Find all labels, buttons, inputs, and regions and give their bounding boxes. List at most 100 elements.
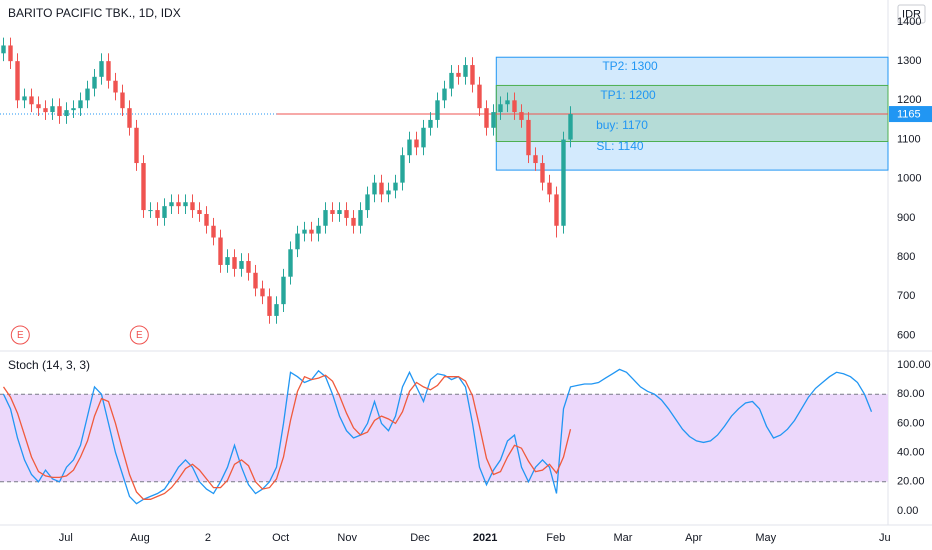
x-tick-label: Apr	[685, 532, 702, 544]
candle-body	[358, 210, 363, 226]
y-tick-label: 900	[897, 212, 915, 224]
candle-body	[141, 163, 146, 211]
candle-body	[435, 100, 440, 120]
candle-body	[64, 110, 69, 117]
candle-body	[92, 76, 97, 89]
candle-body	[106, 61, 111, 81]
position-label: buy: 1170	[596, 118, 648, 132]
candle-body	[568, 114, 573, 140]
candle-body	[386, 190, 391, 195]
y-tick-label: 20.00	[897, 476, 925, 488]
candle-body	[330, 210, 335, 214]
candle-body	[99, 61, 104, 77]
candle-body	[379, 182, 384, 195]
candle-body	[477, 84, 482, 109]
candle-body	[281, 276, 286, 305]
candle-body	[15, 61, 20, 101]
candle-body	[491, 112, 496, 128]
candle-body	[554, 194, 559, 226]
candle-body	[512, 100, 517, 113]
x-tick-label: May	[755, 532, 776, 544]
x-tick-label: Oct	[272, 532, 289, 544]
candle-body	[148, 210, 153, 212]
candle-body	[169, 202, 174, 207]
entry-zone	[495, 84, 889, 142]
candle-body	[414, 139, 419, 148]
candle-body	[533, 155, 538, 164]
candle-body	[400, 155, 405, 183]
candle-body	[183, 202, 188, 207]
candle-body	[288, 249, 293, 277]
candle-body	[232, 257, 237, 269]
candle-body	[134, 127, 139, 164]
currency-button[interactable]	[897, 4, 926, 24]
candle-body	[561, 139, 566, 226]
candle-body	[274, 304, 279, 316]
candle-body	[372, 182, 377, 195]
y-tick-label: 700	[897, 290, 915, 302]
x-tick-label: Jul	[59, 532, 73, 544]
candle-body	[120, 92, 125, 109]
candle-body	[309, 229, 314, 234]
candle-body	[519, 112, 524, 120]
earnings-label: E	[136, 330, 143, 341]
candle-body	[302, 229, 307, 234]
y-tick-label: 1300	[897, 55, 921, 67]
candle-body	[407, 139, 412, 156]
candle-body	[260, 288, 265, 297]
candle-body	[57, 106, 62, 117]
position-label: TP1: 1200	[600, 88, 656, 102]
y-tick-label: 100.00	[897, 359, 931, 371]
candle-body	[484, 108, 489, 128]
y-tick-label: 40.00	[897, 446, 925, 458]
candle-body	[505, 100, 510, 105]
y-tick-label: 1400	[897, 16, 921, 28]
candle-body	[267, 296, 272, 316]
y-tick-label: 80.00	[897, 388, 925, 400]
candle-body	[43, 108, 48, 113]
currency-label[interactable]: IDR	[902, 8, 921, 20]
candle-body	[323, 210, 328, 226]
candle-body	[295, 233, 300, 250]
x-tick-label: Mar	[614, 532, 633, 544]
candle-body	[253, 272, 258, 289]
candle-body	[421, 127, 426, 148]
x-tick-label: Dec	[410, 532, 430, 544]
y-tick-label: 1200	[897, 94, 921, 106]
candle-body	[197, 210, 202, 214]
y-tick-label: 600	[897, 329, 915, 341]
candle-body	[162, 206, 167, 218]
earnings-marker	[129, 325, 149, 345]
candle-body	[498, 104, 503, 113]
candle-body	[442, 88, 447, 101]
candle-body	[190, 202, 195, 211]
candle-body	[85, 88, 90, 101]
position-label: TP2: 1300	[602, 59, 658, 73]
candle-body	[78, 100, 83, 109]
indicator-title: Stoch (14, 3, 3)	[8, 358, 90, 372]
candle-body	[29, 96, 34, 105]
candle-body	[246, 261, 251, 273]
x-tick-label: Feb	[546, 532, 565, 544]
candle-body	[470, 65, 475, 85]
candle-body	[155, 210, 160, 218]
y-tick-label: 1100	[897, 133, 921, 145]
candle-body	[540, 163, 545, 183]
candle-body	[225, 257, 230, 265]
candle-body	[22, 96, 27, 101]
x-tick-label: Ju	[879, 532, 891, 544]
candle-body	[365, 194, 370, 211]
y-tick-label: 1000	[897, 173, 921, 185]
last-price-tag	[889, 106, 932, 123]
y-tick-label: 60.00	[897, 417, 925, 429]
stoch-pane	[0, 368, 888, 505]
candle-body	[1, 45, 6, 54]
candle-body	[449, 72, 454, 89]
x-tick-label: 2	[205, 532, 211, 544]
y-tick-label: 800	[897, 251, 915, 263]
candle-body	[50, 106, 55, 113]
stoch-line	[2, 374, 572, 500]
candle-body	[218, 237, 223, 265]
candle-body	[337, 210, 342, 214]
